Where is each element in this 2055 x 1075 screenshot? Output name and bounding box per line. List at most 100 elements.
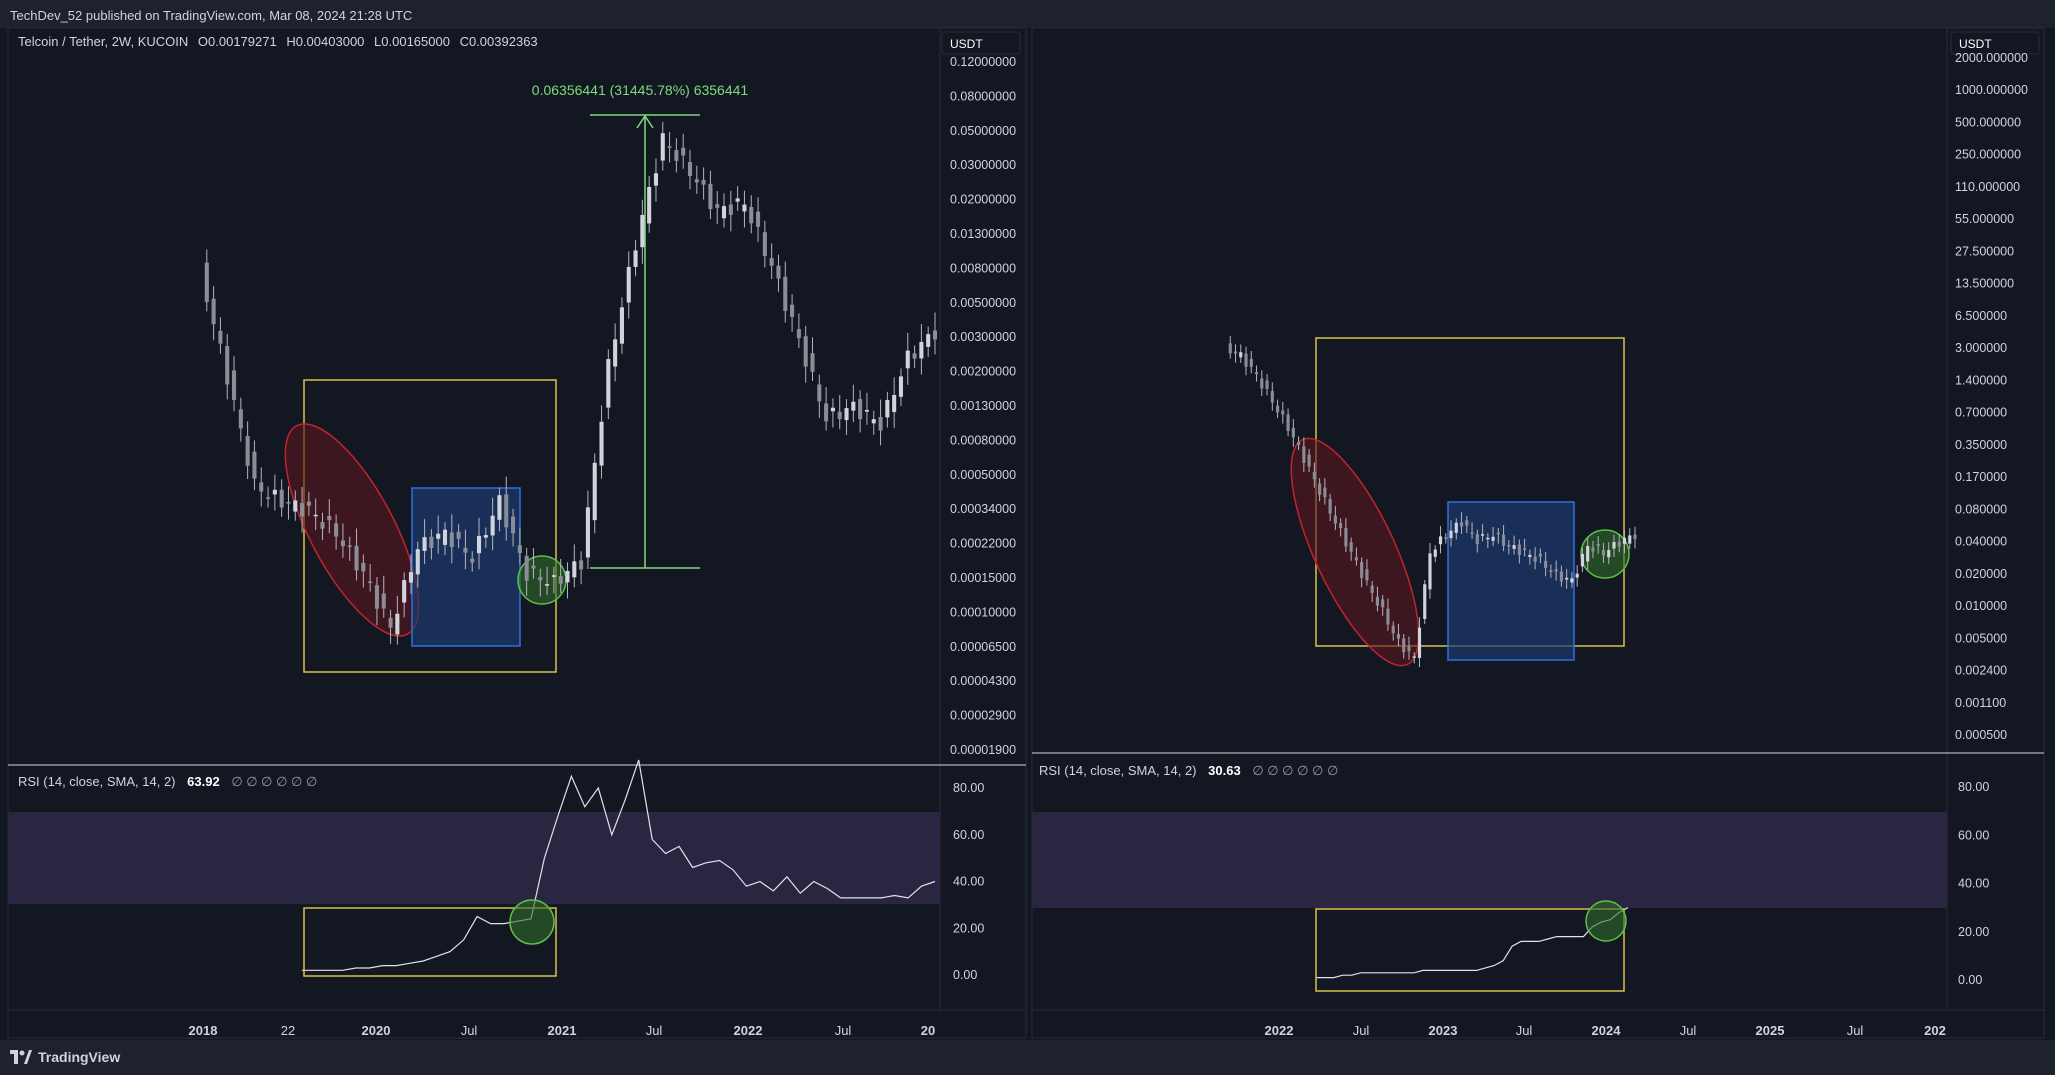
left-candle — [742, 204, 747, 212]
left-candle — [796, 329, 801, 339]
left-candle — [504, 494, 509, 528]
left-candle — [442, 529, 448, 545]
left-y-tick: 0.00010000 — [950, 605, 1016, 619]
left-x-tick: Jul — [646, 1023, 663, 1038]
left-y-tick: 0.00300000 — [950, 330, 1016, 344]
left-candle — [259, 482, 264, 492]
left-candle — [524, 555, 529, 581]
left-rsi-yellow-box[interactable] — [303, 907, 557, 977]
left-y-tick: 0.00015000 — [950, 571, 1016, 585]
left-candle — [626, 266, 631, 303]
left-rsi-line — [302, 759, 936, 971]
left-y-tick: 0.00006500 — [950, 640, 1016, 654]
tradingview-logo-icon — [10, 1050, 32, 1064]
left-candle — [313, 514, 318, 517]
brand-name: TradingView — [38, 1049, 121, 1065]
left-candle — [687, 162, 693, 177]
left-price-axis: 0.12000000 0.08000000 0.05000000 0.03000000… — [950, 55, 1016, 757]
left-red-ellipse[interactable] — [260, 406, 445, 654]
left-candle — [762, 232, 767, 257]
left-candle — [381, 593, 386, 609]
left-candle — [463, 547, 468, 553]
left-y-tick: 0.00500000 — [950, 296, 1016, 310]
left-candle — [252, 451, 257, 479]
left-y-tick: 0.00050000 — [950, 468, 1016, 482]
left-candle — [422, 537, 427, 551]
left-candle — [844, 408, 849, 421]
left-candle — [803, 336, 808, 367]
left-time-axis: 2018 22 2020 Jul 2021 Jul 2022 Jul 20 — [189, 1023, 936, 1038]
left-blue-box[interactable] — [411, 487, 521, 647]
left-x-tick: 2021 — [548, 1023, 577, 1038]
left-y-tick: 0.00002900 — [950, 709, 1016, 723]
left-candle — [606, 359, 611, 408]
left-candle — [538, 576, 543, 581]
left-legend-open: O0.00179271 — [198, 34, 277, 49]
published-caption: TechDev_52 published on TradingView.com,… — [10, 8, 413, 23]
left-candle — [449, 532, 454, 548]
left-candle — [647, 186, 652, 224]
left-candle — [905, 350, 910, 369]
left-legend: Telcoin / Tether, 2W, KUCOIN O0.00179271… — [18, 34, 538, 49]
left-rsi-tick: 20.00 — [953, 921, 984, 935]
left-candle — [708, 183, 713, 210]
left-candle — [436, 533, 441, 539]
left-candle — [470, 558, 475, 563]
left-candle — [715, 204, 720, 208]
left-candle — [776, 265, 781, 279]
left-candle — [558, 576, 563, 584]
left-candle — [320, 522, 325, 529]
left-candle — [340, 540, 345, 547]
left-candle — [837, 411, 842, 420]
left-rsi-axis: 80.00 60.00 40.00 20.00 0.00 — [953, 781, 984, 982]
left-candle — [619, 307, 624, 344]
left-candle — [531, 565, 536, 569]
left-candle — [456, 531, 461, 539]
left-rsi-green-circle[interactable] — [509, 899, 555, 945]
left-candle — [545, 584, 550, 586]
left-rsi-empties: ∅ ∅ ∅ ∅ ∅ ∅ — [231, 774, 317, 789]
left-legend-high: H0.00403000 — [286, 34, 364, 49]
left-candle — [824, 403, 829, 422]
left-candle — [919, 341, 924, 359]
left-candle — [830, 407, 835, 412]
left-candle — [851, 401, 856, 411]
left-x-tick: 2022 — [734, 1023, 763, 1038]
tradingview-logo[interactable]: TradingView — [10, 1049, 120, 1065]
left-candle — [354, 545, 359, 571]
left-candle — [238, 409, 243, 429]
left-candle — [511, 516, 516, 534]
left-candle — [864, 409, 869, 412]
left-candle — [817, 384, 822, 402]
left-candle — [701, 179, 706, 185]
left-candle — [565, 570, 570, 583]
left-candle — [810, 353, 815, 372]
left-candle — [898, 376, 904, 397]
left-y-tick: 0.02000000 — [950, 193, 1016, 207]
left-currency-box[interactable] — [941, 31, 1021, 55]
bottom-bar: TradingView — [0, 1040, 2055, 1075]
left-y-tick: 0.03000000 — [950, 158, 1016, 172]
left-rsi-value: 63.92 — [187, 774, 220, 789]
left-y-tick: 0.01300000 — [950, 227, 1016, 241]
left-candle — [327, 515, 332, 521]
left-candles-group — [204, 121, 938, 645]
left-y-tick: 0.00130000 — [950, 399, 1016, 413]
left-candle — [476, 535, 482, 554]
left-candle — [660, 133, 665, 161]
left-candle — [858, 399, 863, 420]
top-bar: TechDev_52 published on TradingView.com,… — [0, 0, 2055, 28]
left-candle — [408, 572, 414, 583]
left-candle — [279, 489, 284, 508]
left-candle — [293, 500, 298, 512]
left-candle — [395, 613, 400, 635]
left-y-tick: 0.00022000 — [950, 537, 1016, 551]
left-candle — [926, 334, 931, 347]
left-candle — [735, 198, 740, 202]
left-candle — [415, 549, 420, 575]
left-candle — [225, 346, 230, 385]
left-candle — [878, 416, 883, 431]
left-candle — [790, 304, 795, 317]
left-candle — [721, 206, 727, 219]
